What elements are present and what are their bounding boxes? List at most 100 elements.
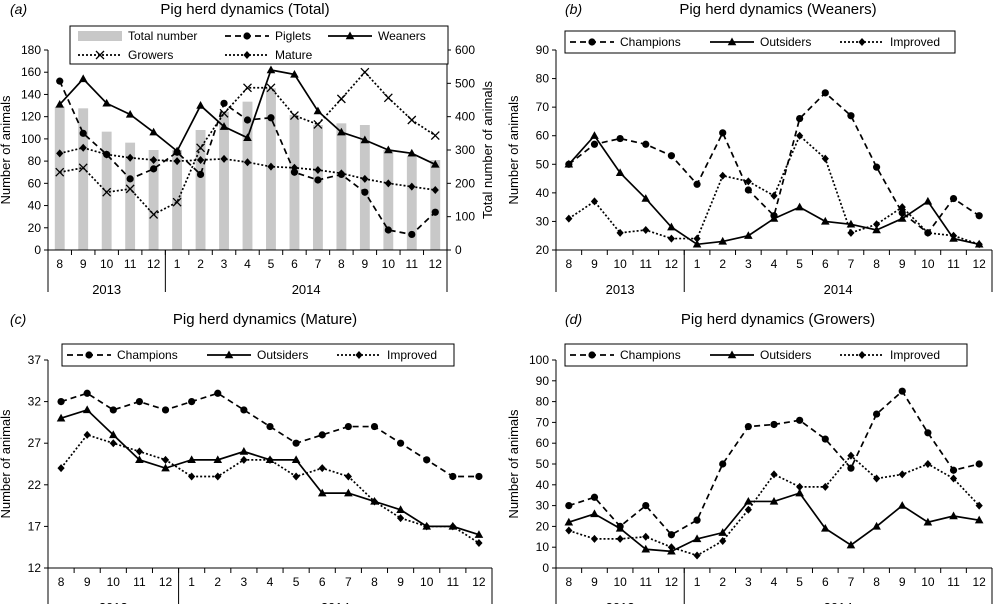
point-weaners-6 [196, 101, 205, 109]
point-outsiders-5 [692, 239, 702, 248]
x-tick-label: 7 [345, 575, 352, 589]
point-champions-9 [292, 439, 300, 447]
point-growers-5 [172, 197, 182, 207]
x-tick-label: 4 [771, 257, 778, 271]
point-champions-16 [975, 212, 983, 220]
x-tick-label: 4 [771, 575, 778, 589]
point-outsiders-9 [795, 488, 804, 497]
point-mature-16 [431, 186, 439, 194]
point-champions-1 [83, 389, 91, 397]
point-improved-6 [719, 171, 727, 180]
bar-total-14 [383, 150, 394, 250]
point-improved-9 [796, 131, 804, 140]
x-tick-label: 6 [291, 257, 298, 271]
x-tick-label: 8 [873, 257, 880, 271]
point-champions-1 [590, 493, 599, 501]
x-tick-label: 9 [899, 575, 906, 589]
point-outsiders-1 [590, 509, 599, 518]
point-mature-11 [314, 166, 322, 174]
x-tick-label: 11 [406, 257, 419, 271]
point-growers-3 [125, 184, 135, 194]
x-tick-label: 7 [848, 257, 855, 271]
point-weaners-9 [266, 65, 276, 74]
point-piglets-0 [56, 77, 64, 85]
legend-sample-champions-marker [85, 351, 93, 359]
point-champions-14 [924, 429, 932, 437]
x-tick-label: 12 [972, 575, 986, 589]
chart-title: Pig herd dynamics (Mature) [173, 311, 357, 328]
x-tick-label: 9 [397, 575, 404, 589]
x-tick-label: 1 [188, 575, 195, 589]
left-tick-label: 60 [28, 176, 42, 190]
point-improved-4 [667, 234, 676, 243]
right-tick-label: 300 [455, 143, 475, 157]
point-champions-6 [719, 129, 727, 137]
point-outsiders-4 [667, 222, 676, 231]
point-mature-2 [103, 150, 111, 159]
point-piglets-15 [408, 230, 416, 239]
point-improved-16 [975, 501, 983, 510]
legend-sample-improved-marker [355, 351, 363, 359]
point-champions-2 [109, 406, 117, 414]
x-tick-label: 1 [174, 257, 181, 271]
legend-label-improved: Improved [890, 348, 940, 362]
right-tick-label: 400 [455, 110, 475, 124]
point-champions-13 [898, 387, 906, 395]
bar-total-12 [336, 123, 347, 250]
point-outsiders-16 [974, 515, 984, 524]
left-tick-label: 27 [28, 436, 42, 450]
x-tick-label: 8 [56, 257, 63, 271]
point-outsiders-10 [317, 488, 327, 497]
point-champions-5 [188, 398, 196, 406]
legend-label-champions: Champions [117, 348, 178, 362]
legend-label-outsiders: Outsiders [760, 348, 811, 362]
legend-label-outsiders: Outsiders [760, 35, 811, 49]
point-improved-0 [57, 464, 65, 473]
left-tick-label: 22 [28, 478, 42, 492]
point-weaners-5 [172, 146, 182, 155]
legend-sample-weaners-marker [345, 31, 355, 40]
point-improved-10 [821, 482, 829, 491]
point-weaners-12 [337, 127, 346, 136]
point-growers-16 [430, 131, 440, 141]
year-label-2013: 2013 [92, 282, 121, 297]
series-line-champions [568, 91, 980, 235]
x-tick-label: 8 [371, 575, 378, 589]
left-tick-label: 0 [34, 243, 41, 257]
left-tick-label: 160 [21, 65, 41, 79]
point-improved-9 [796, 482, 804, 491]
series-line-improved [60, 433, 480, 544]
point-champions-10 [318, 431, 326, 439]
left-tick-label: 70 [536, 100, 550, 114]
point-improved-4 [161, 455, 170, 464]
point-piglets-10 [290, 168, 299, 176]
x-tick-label: 1 [694, 575, 701, 589]
x-tick-label: 10 [613, 575, 627, 589]
point-mature-14 [384, 179, 392, 188]
point-growers-10 [289, 111, 299, 121]
point-outsiders-8 [769, 496, 779, 505]
point-growers-14 [383, 93, 393, 103]
point-outsiders-3 [135, 455, 144, 464]
x-tick-label: 8 [565, 575, 572, 589]
x-tick-label: 4 [267, 575, 274, 589]
bar-total-5 [172, 150, 183, 250]
point-champions-0 [565, 502, 573, 510]
legend-sample-growers-marker [95, 50, 105, 60]
left-tick-label: 30 [536, 214, 550, 228]
left-tick-label: 32 [28, 395, 42, 409]
x-tick-label: 9 [84, 575, 91, 589]
point-improved-16 [475, 539, 483, 548]
point-weaners-13 [360, 135, 370, 144]
x-tick-label: 11 [124, 257, 137, 271]
x-tick-label: 12 [665, 257, 679, 271]
x-tick-label: 3 [745, 257, 752, 271]
left-tick-label: 80 [536, 395, 550, 409]
left-tick-label: 180 [21, 43, 41, 57]
point-improved-7 [240, 455, 248, 464]
left-tick-label: 90 [536, 374, 550, 388]
x-tick-label: 11 [947, 257, 960, 271]
left-tick-label: 20 [28, 221, 42, 235]
point-improved-12 [370, 497, 379, 506]
chart-title: Pig herd dynamics (Weaners) [679, 1, 876, 18]
